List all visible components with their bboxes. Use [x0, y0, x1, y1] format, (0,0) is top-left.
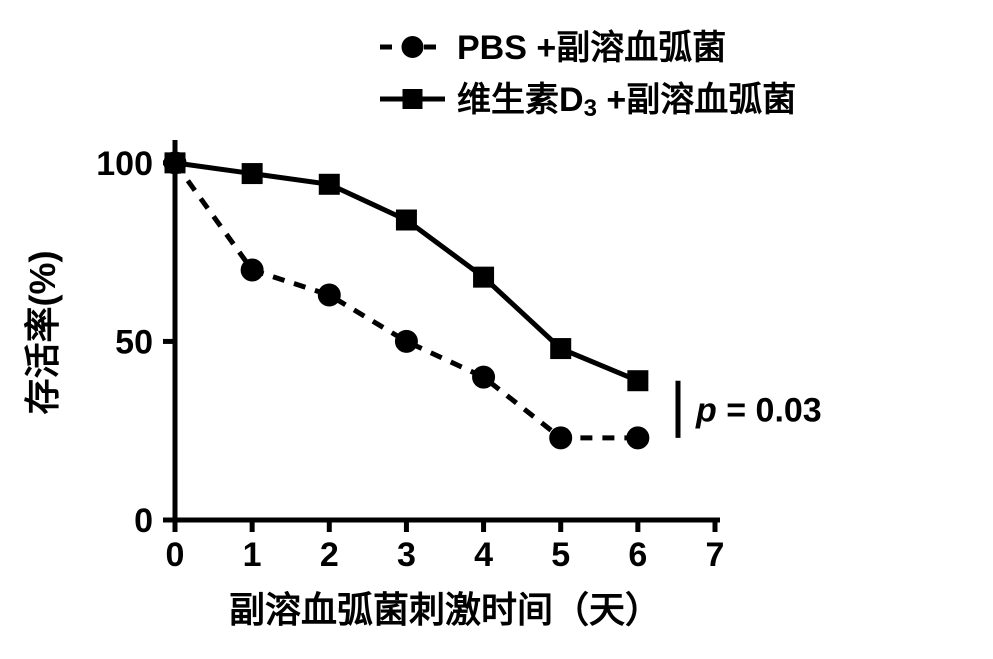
marker-square: [242, 164, 262, 184]
marker-square: [396, 210, 416, 230]
marker-square: [628, 371, 648, 391]
y-tick-label: 50: [115, 323, 153, 361]
chart-svg: 0 50 100 0 1 2 3 4 5 6 7 存活率(%) 副溶血弧菌刺激时间（天） PBS +副溶血…: [0, 0, 993, 659]
series-line-0: [175, 163, 638, 438]
marker-square: [551, 339, 571, 359]
x-tick-label: 3: [397, 536, 416, 574]
x-tick-label: 5: [551, 536, 570, 574]
x-tick-label: 2: [320, 536, 339, 574]
y-tick-label: 100: [96, 145, 153, 183]
x-tick-label: 0: [166, 536, 185, 574]
x-axis-label: 副溶血弧菌刺激时间（天）: [229, 589, 661, 630]
marker-square: [165, 153, 185, 173]
marker-circle: [318, 284, 340, 306]
legend-label: 维生素D3 +副溶血弧菌: [457, 81, 796, 122]
x-tick-label: 1: [243, 536, 262, 574]
legend-marker-square: [403, 89, 423, 109]
marker-circle: [627, 427, 649, 449]
marker-square: [319, 174, 339, 194]
legend-marker-circle: [402, 36, 424, 58]
marker-circle: [395, 330, 417, 352]
y-tick-label: 0: [134, 502, 153, 540]
marker-circle: [241, 259, 263, 281]
x-tick-label: 7: [706, 536, 725, 574]
x-tick-label: 6: [628, 536, 647, 574]
marker-circle: [473, 366, 495, 388]
survival-chart: 0 50 100 0 1 2 3 4 5 6 7 存活率(%) 副溶血弧菌刺激时间（天） PBS +副溶血…: [0, 0, 993, 659]
marker-circle: [550, 427, 572, 449]
y-axis-label: 存活率(%): [22, 251, 63, 415]
legend-label: PBS +副溶血弧菌: [457, 29, 726, 67]
x-tick-label: 4: [474, 536, 493, 574]
marker-square: [474, 267, 494, 287]
p-value-label: p = 0.03: [695, 391, 822, 429]
